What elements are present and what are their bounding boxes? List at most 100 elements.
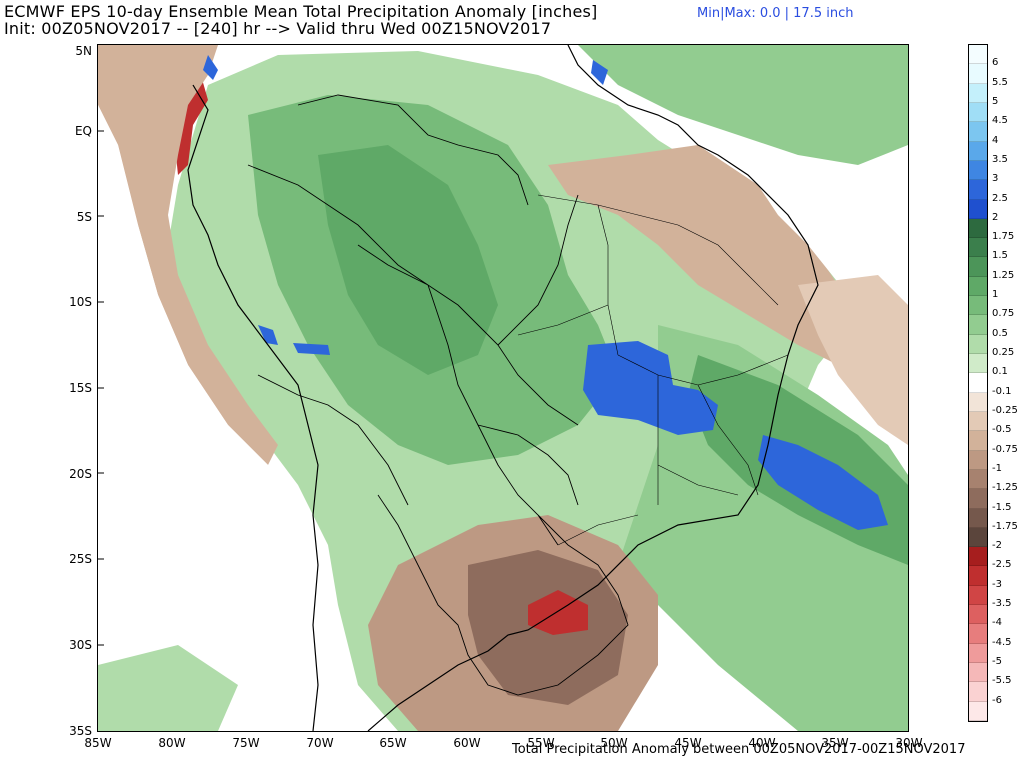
colorbar-label: -2 <box>992 540 1002 552</box>
lon-label: 85W <box>84 736 112 750</box>
colorbar-label: -6 <box>992 694 1002 706</box>
colorbar-label: -4.5 <box>992 636 1012 648</box>
colorbar-label: -4 <box>992 617 1002 629</box>
precipitation-map <box>98 45 908 731</box>
chart-title: ECMWF EPS 10-day Ensemble Mean Total Pre… <box>4 2 598 21</box>
colorbar-cell <box>969 238 987 258</box>
colorbar-label: 0.75 <box>992 308 1015 320</box>
lat-label: 20S <box>69 467 92 481</box>
colorbar-label: 1.5 <box>992 250 1008 262</box>
colorbar-cell <box>969 199 987 219</box>
lat-label: 15S <box>69 381 92 395</box>
colorbar-label: -1 <box>992 462 1002 474</box>
lat-label: 5S <box>76 210 92 224</box>
colorbar-label: -0.1 <box>992 385 1012 397</box>
colorbar-label: -2.5 <box>992 559 1012 571</box>
colorbar-cell <box>969 643 987 664</box>
lon-label: 80W <box>158 736 186 750</box>
country-borders <box>247 94 629 696</box>
lat-label: 30S <box>69 638 92 652</box>
colorbar-cell <box>969 605 987 625</box>
lon-label: 40W <box>748 736 776 750</box>
colorbar-cell <box>969 469 987 490</box>
colorbar-cell <box>969 663 987 683</box>
colorbar-label: -1.75 <box>992 520 1018 532</box>
colorbar-cell <box>969 373 987 393</box>
colorbar-label: 1.75 <box>992 231 1015 243</box>
lon-label: 30W <box>895 736 923 750</box>
pacific-coast-dry <box>98 45 278 465</box>
colorbar-label: 2.5 <box>992 192 1008 204</box>
colorbar-cell <box>969 334 987 355</box>
colorbar-label: 5.5 <box>992 76 1008 88</box>
offshore-dry-area <box>798 275 908 445</box>
colorbar-cell <box>969 585 987 606</box>
colorbar-label: -1.25 <box>992 482 1018 494</box>
lon-label: 50W <box>600 736 628 750</box>
colorbar-label: -3.5 <box>992 598 1012 610</box>
pacific-white-area <box>98 105 328 731</box>
lat-label: EQ <box>74 124 92 138</box>
colorbar-cell <box>969 218 987 239</box>
colorbar-cell <box>969 624 987 644</box>
colorbar-cell <box>969 489 987 509</box>
andes-surplus-north <box>203 55 218 80</box>
init-valid-line: Init: 00Z05NOV2017 -- [240] hr --> Valid… <box>4 19 552 38</box>
colorbar-label: 3.5 <box>992 153 1008 165</box>
colorbar-cell <box>969 354 987 374</box>
colorbar-label: -0.5 <box>992 424 1012 436</box>
lat-label: 25S <box>69 552 92 566</box>
colorbar-label: -0.25 <box>992 404 1018 416</box>
colorbar-label: 5 <box>992 95 999 107</box>
map-panel <box>97 44 909 732</box>
guiana-surplus <box>591 60 608 85</box>
northeast-dry-area <box>548 145 858 365</box>
grid-ticks <box>98 130 104 646</box>
colorbar-cell <box>969 411 987 432</box>
colorbar-label: 4.5 <box>992 115 1008 127</box>
colorbar-cell <box>969 45 987 65</box>
coastline <box>187 45 819 731</box>
lat-label: 35S <box>69 724 92 738</box>
lat-label: 10S <box>69 295 92 309</box>
min-max-readout: Min|Max: 0.0 | 17.5 inch <box>697 6 854 21</box>
peru-surplus <box>258 325 278 345</box>
colorbar-label: 1 <box>992 289 999 301</box>
colorbar-cell <box>969 682 987 702</box>
peru-surplus-2 <box>293 343 330 355</box>
colorbar-label: -3 <box>992 578 1002 590</box>
colorbar-label: 0.5 <box>992 327 1008 339</box>
state-borders <box>517 194 789 546</box>
colorbar-label: 2 <box>992 211 999 223</box>
footer-caption: Total Precipitation Anomaly between 00Z0… <box>512 742 966 757</box>
colorbar-cell <box>969 527 987 548</box>
colorbar-label: -1.5 <box>992 501 1012 513</box>
colorbar-cell <box>969 566 987 586</box>
colorbar-cell <box>969 122 987 142</box>
colorbar-cell <box>969 547 987 567</box>
colorbar-cell <box>969 141 987 161</box>
lon-label: 60W <box>453 736 481 750</box>
colorbar-label: -5.5 <box>992 675 1012 687</box>
colorbar-cell <box>969 64 987 84</box>
colorbar-cell <box>969 83 987 103</box>
colorbar-cell <box>969 315 987 335</box>
lon-label: 35W <box>821 736 849 750</box>
colorbar-label: 3 <box>992 173 999 185</box>
colorbar-cell <box>969 257 987 277</box>
lon-label: 65W <box>379 736 407 750</box>
lon-label: 45W <box>674 736 702 750</box>
colorbar-cell <box>969 450 987 470</box>
lon-label: 55W <box>527 736 555 750</box>
colorbar-label: 1.25 <box>992 269 1015 281</box>
colorbar-label: 6 <box>992 57 999 69</box>
central-brazil-surplus <box>583 341 718 435</box>
colorbar-cell <box>969 701 987 721</box>
colorbar-label: -0.75 <box>992 443 1018 455</box>
colorbar-label: 0.1 <box>992 366 1008 378</box>
colorbar-label: -5 <box>992 656 1002 668</box>
colorbar-cell <box>969 102 987 123</box>
pacific-green-sw <box>98 645 238 731</box>
lon-label: 70W <box>306 736 334 750</box>
colorbar-cell <box>969 160 987 181</box>
